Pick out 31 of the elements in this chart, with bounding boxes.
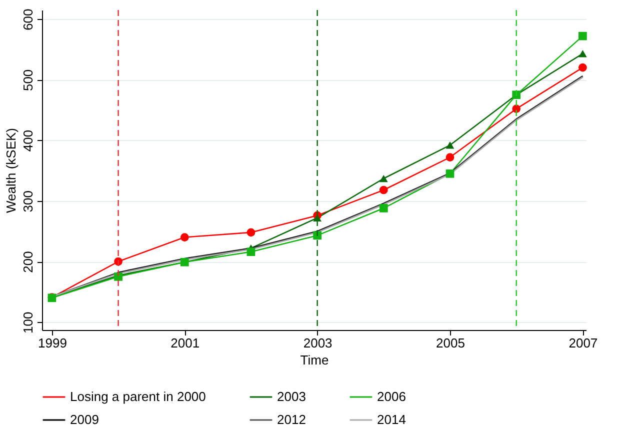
x-tick-label: 1999 — [38, 336, 67, 350]
legend-label: 2006 — [377, 389, 406, 404]
legend-label: 2003 — [277, 389, 306, 404]
x-tick-label: 2005 — [436, 336, 465, 350]
y-tick-label: 300 — [20, 190, 36, 212]
legend-label: 2012 — [277, 412, 306, 427]
point — [446, 153, 454, 162]
y-tick-label: 500 — [20, 69, 36, 92]
y-tick-label: 600 — [20, 8, 36, 30]
point — [446, 142, 454, 149]
x-axis-title: Time — [300, 352, 329, 368]
point — [446, 169, 454, 178]
point — [578, 50, 587, 58]
y-axis-title: Wealth (kSEK) — [4, 128, 18, 214]
x-tick-label: 2007 — [568, 336, 598, 350]
y-tick-label: 100 — [20, 312, 36, 334]
point — [246, 248, 256, 256]
point — [578, 63, 587, 72]
legend-label: Losing a parent in 2000 — [70, 389, 206, 404]
point — [180, 233, 189, 242]
legend-label: 2009 — [70, 412, 99, 427]
x-tick-label: 2001 — [170, 336, 200, 350]
point — [578, 32, 587, 40]
y-tick-label: 400 — [20, 130, 36, 152]
y-tick-label: 200 — [20, 251, 36, 273]
point — [379, 204, 388, 212]
point — [379, 174, 388, 182]
x-tick-label: 2003 — [303, 336, 332, 350]
point — [379, 186, 388, 194]
legend-label: 2014 — [377, 412, 406, 427]
point — [246, 228, 256, 237]
